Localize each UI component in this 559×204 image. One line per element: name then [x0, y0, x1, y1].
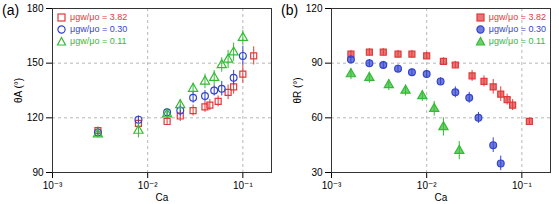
svg-text:10⁻¹: 10⁻¹ [512, 180, 532, 191]
svg-text:Ca: Ca [435, 192, 448, 203]
svg-text:10⁻¹: 10⁻¹ [233, 180, 253, 191]
html-text:μgw/μo = 0.11: μgw/μo = 0.11 [488, 36, 546, 46]
html-text:μgw/μo = 0.30: μgw/μo = 0.30 [488, 24, 546, 34]
svg-text:Ca: Ca [156, 192, 169, 203]
svg-text:120: 120 [306, 3, 323, 14]
html-text:μgw/μo = 0.11: μgw/μo = 0.11 [70, 36, 127, 46]
svg-text:10⁻²: 10⁻² [138, 180, 158, 191]
svg-text:150: 150 [27, 57, 44, 68]
svg-text:10⁻³: 10⁻³ [322, 180, 342, 191]
svg-text:30: 30 [311, 167, 323, 178]
svg-text:120: 120 [27, 112, 44, 123]
svg-text:10⁻³: 10⁻³ [43, 180, 63, 191]
svg-text:θA (°): θA (°) [13, 78, 24, 103]
html-text:μgw/μo = 3.82: μgw/μo = 3.82 [488, 12, 546, 22]
svg-text:90: 90 [32, 167, 44, 178]
html-text:(a): (a) [2, 2, 20, 18]
svg-text:θR (°): θR (°) [292, 77, 303, 103]
svg-text:90: 90 [311, 57, 323, 68]
html-text:(b): (b) [281, 2, 299, 18]
svg-text:10⁻²: 10⁻² [417, 180, 437, 191]
svg-text:180: 180 [27, 3, 44, 14]
html-text:μgw/μo = 0.30: μgw/μo = 0.30 [70, 24, 128, 34]
svg-text:60: 60 [311, 112, 323, 123]
html-text:μgw/μo = 3.82: μgw/μo = 3.82 [70, 12, 128, 22]
